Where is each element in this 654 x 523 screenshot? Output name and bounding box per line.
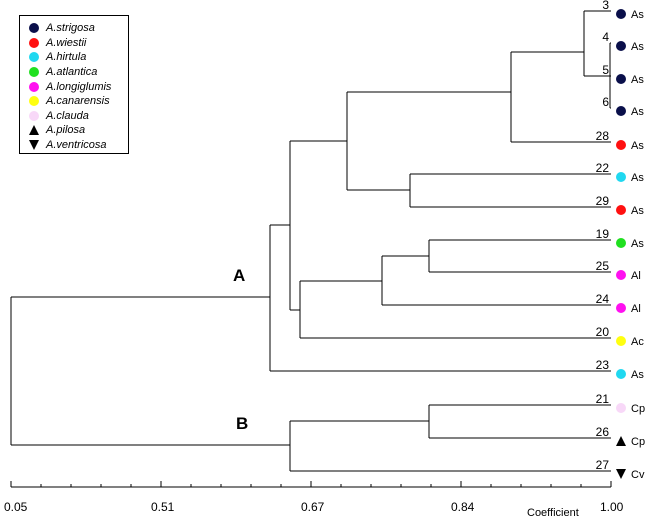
legend-label: A.clauda <box>46 109 89 122</box>
genome-label: Cp <box>631 436 645 448</box>
circle-marker-icon <box>29 96 39 107</box>
leaf-marker <box>616 436 626 446</box>
genome-label: As <box>631 205 644 217</box>
leaf-id: 27 <box>596 458 610 472</box>
leaf-id: 22 <box>596 161 610 175</box>
genome-label: Al <box>631 303 641 315</box>
genome-label: As <box>631 172 644 184</box>
legend: A.strigosa A.wiestii A.hirtula A.atlantica A… <box>19 15 129 154</box>
legend-item: A.pilosa <box>29 123 128 138</box>
legend-label: A.wiestii <box>46 36 87 49</box>
legend-item: A.atlantica <box>29 65 128 80</box>
leaf-id: 5 <box>602 63 609 77</box>
legend-label: A.atlantica <box>46 66 98 79</box>
legend-item: A.strigosa <box>29 21 128 36</box>
legend-label: A.hirtula <box>46 51 87 64</box>
genome-label: As <box>631 369 644 381</box>
legend-item: A.hirtula <box>29 50 128 65</box>
legend-label: A.longiglumis <box>46 80 112 93</box>
axis-tick-label: 0.84 <box>451 500 475 514</box>
axis-tick-label: 0.05 <box>4 500 28 514</box>
legend-item: A.ventricosa <box>29 138 128 153</box>
leaf-marker <box>616 172 626 182</box>
leaf-id: 6 <box>602 95 609 109</box>
circle-marker-icon <box>29 23 39 34</box>
legend-label: A.ventricosa <box>46 139 107 152</box>
leaf-id: 19 <box>596 227 610 241</box>
genome-label: As <box>631 41 644 53</box>
leaf-marker <box>616 303 626 313</box>
leaf-id: 21 <box>596 392 610 406</box>
triangle-up-marker-icon <box>29 125 39 136</box>
axis-tick-label: 1.00 <box>600 500 624 514</box>
genome-label: Al <box>631 270 641 282</box>
circle-marker-icon <box>29 52 39 63</box>
leaf-marker <box>616 41 626 51</box>
circle-marker-icon <box>29 81 39 92</box>
genome-label: Cp <box>631 403 645 415</box>
legend-label: A.canarensis <box>46 95 110 108</box>
leaf-marker <box>616 9 626 19</box>
genome-label: As <box>631 106 644 118</box>
leaf-marker <box>616 336 626 346</box>
leaf-id: 28 <box>596 129 610 143</box>
cluster-label-a: A <box>233 266 246 285</box>
circle-marker-icon <box>29 110 39 121</box>
genome-label: As <box>631 74 644 86</box>
legend-item: A.longiglumis <box>29 79 128 94</box>
genome-label: As <box>631 9 644 21</box>
genome-label: Cv <box>631 469 645 481</box>
legend-item: A.clauda <box>29 109 128 124</box>
legend-item: A.wiestii <box>29 36 128 51</box>
legend-label: A.pilosa <box>46 124 86 137</box>
cluster-label-b: B <box>236 414 249 433</box>
genome-label: As <box>631 140 644 152</box>
axis-tick-label: 0.51 <box>151 500 175 514</box>
leaf-marker <box>616 205 626 215</box>
leaf-id: 20 <box>596 325 610 339</box>
leaf-marker <box>616 270 626 280</box>
leaf-id: 24 <box>596 292 610 306</box>
genome-label: As <box>631 238 644 250</box>
genome-label: Ac <box>631 336 644 348</box>
leaf-id: 29 <box>596 194 610 208</box>
legend-label: A.strigosa <box>46 22 95 35</box>
leaf-marker <box>616 140 626 150</box>
leaf-marker <box>616 238 626 248</box>
circle-marker-icon <box>29 37 39 48</box>
leaf-marker <box>616 106 626 116</box>
leaf-id: 25 <box>596 259 610 273</box>
leaf-id: 26 <box>596 425 610 439</box>
leaf-marker <box>616 403 626 413</box>
axis-title: Coefficient <box>527 507 579 519</box>
leaf-id: 3 <box>602 0 609 12</box>
leaf-marker <box>616 74 626 84</box>
legend-item: A.canarensis <box>29 94 128 109</box>
leaf-marker <box>616 469 626 479</box>
leaf-id: 23 <box>596 358 610 372</box>
axis-tick-label: 0.67 <box>301 500 325 514</box>
leaf-marker <box>616 369 626 379</box>
triangle-down-marker-icon <box>29 140 39 151</box>
leaf-id: 4 <box>602 30 609 44</box>
circle-marker-icon <box>29 67 39 78</box>
